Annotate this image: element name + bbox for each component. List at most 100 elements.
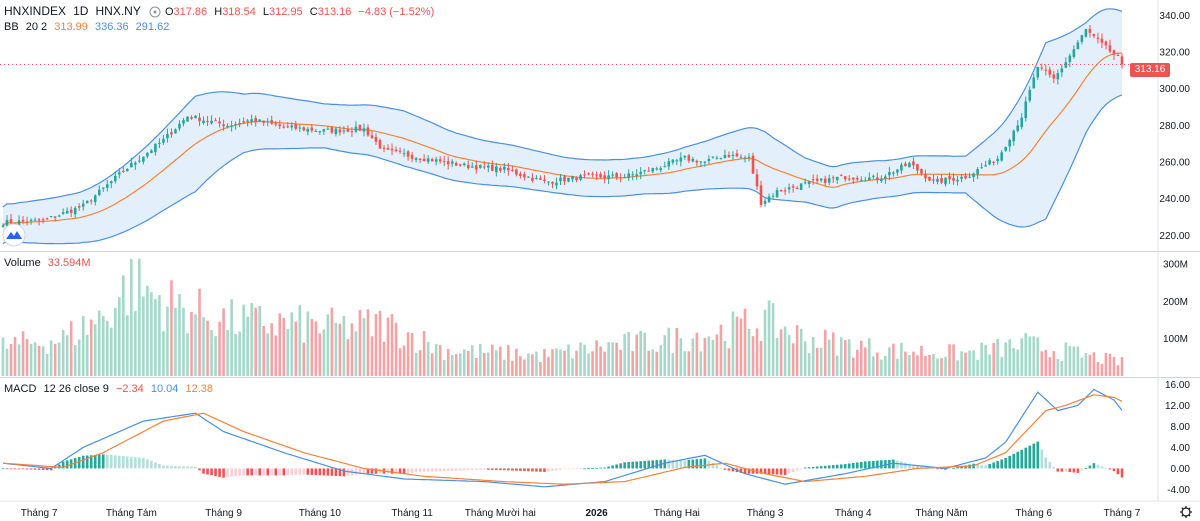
candle-body [174, 129, 177, 134]
volume-bar [202, 317, 205, 376]
macd-histogram-bar [952, 468, 955, 469]
volume-legend[interactable]: Volume 33.594M [4, 257, 95, 269]
volume-bar [166, 306, 169, 376]
candle-body [382, 147, 386, 149]
volume-bar [835, 355, 839, 376]
volume-bar [482, 353, 486, 376]
candle-body [414, 158, 418, 160]
candle-body [1020, 117, 1024, 128]
volume-bar [763, 309, 767, 376]
macd-histogram-bar [1120, 468, 1124, 478]
volume-bar [603, 351, 606, 376]
macd-histogram-bar [551, 468, 554, 471]
macd-histogram-bar [150, 460, 153, 469]
bb-legend[interactable]: BB 20 2 313.99 336.36 291.62 [4, 21, 173, 33]
macd-histogram-bar [154, 462, 157, 469]
volume-bar [254, 307, 257, 376]
volume-bar [988, 354, 991, 376]
candle-body [1088, 28, 1092, 33]
candle-body [731, 154, 735, 156]
settings-gear-icon[interactable] [1181, 507, 1191, 517]
candle-body [615, 173, 618, 178]
candle-body [976, 168, 979, 175]
volume-bar [515, 348, 518, 376]
volume-bar [831, 332, 835, 376]
macd-histogram-bar [450, 468, 454, 471]
interval-label[interactable]: 1D [73, 4, 89, 18]
macd-histogram-bar [723, 468, 727, 470]
candle-body [1108, 45, 1112, 52]
volume-bar [105, 320, 109, 376]
macd-histogram-bar [262, 468, 265, 476]
macd-histogram-bar [747, 468, 751, 474]
macd-histogram-bar [695, 459, 699, 469]
volume-bar [242, 304, 245, 376]
candle-body [992, 161, 995, 163]
candle-body [298, 127, 302, 129]
candle-body [948, 176, 951, 180]
macd-histogram-bar [25, 468, 29, 470]
volume-bar [799, 328, 803, 376]
macd-histogram-bar [940, 468, 943, 470]
candle-body [406, 151, 410, 157]
macd-histogram-bar [93, 454, 97, 469]
macd-legend[interactable]: MACD 12 26 close 9 −2.34 10.04 12.38 [4, 383, 217, 395]
candle-body [29, 219, 33, 221]
candle-body [743, 157, 747, 159]
candle-body [835, 176, 839, 181]
candle-body [278, 124, 282, 127]
macd-histogram-bar [178, 466, 181, 469]
volume-bar [470, 345, 474, 376]
macd-histogram-bar [519, 468, 522, 471]
candle-body [65, 210, 69, 214]
volume-bar [908, 354, 911, 376]
macd-histogram-bar [342, 468, 346, 477]
volume-bar [956, 360, 959, 376]
volume-bar [1008, 339, 1011, 376]
volume-bar [807, 353, 811, 376]
candle-body [671, 159, 675, 163]
macd-histogram-bar [715, 465, 719, 469]
candle-body [97, 189, 101, 196]
macd-histogram-bar [823, 465, 827, 469]
volume-bar [980, 342, 983, 376]
candle-body [154, 143, 157, 153]
candle-body [683, 156, 687, 158]
volume-bar [920, 345, 923, 376]
candle-body [1036, 67, 1040, 78]
eye-icon[interactable] [148, 6, 162, 18]
candle-body [398, 150, 402, 152]
macd-histogram-bar [988, 463, 991, 469]
candle-body [230, 125, 233, 127]
candle-body [763, 200, 767, 204]
volume-bar [1056, 358, 1060, 376]
volume-bar [1100, 363, 1104, 376]
candle-body [130, 163, 133, 168]
macd-tick-label: 12.00 [1165, 401, 1190, 412]
macd-histogram-bar [186, 466, 189, 469]
volume-bar [583, 344, 586, 376]
exchange-label: HNX.NY [95, 4, 141, 18]
candle-body [719, 157, 723, 159]
candle-body [495, 166, 498, 173]
candle-body [1096, 37, 1100, 39]
macd-histogram-bar [126, 456, 129, 469]
volume-bar [126, 315, 129, 376]
volume-bar [996, 338, 999, 376]
candle-body [647, 170, 651, 172]
macd-histogram-bar [1020, 449, 1024, 469]
volume-bar [374, 314, 378, 376]
volume-bar [17, 344, 21, 376]
volume-bar [61, 329, 65, 376]
macd-histogram-bar [374, 468, 378, 474]
volume-bar [41, 346, 45, 376]
time-tick-label: Tháng 9 [205, 508, 242, 519]
volume-bar [916, 355, 919, 376]
volume-bar [511, 360, 514, 376]
candle-body [759, 185, 763, 205]
volume-bar [93, 324, 97, 376]
macd-histogram-bar [547, 468, 550, 472]
candle-body [567, 177, 570, 182]
symbol-name[interactable]: HNXINDEX [4, 4, 67, 18]
